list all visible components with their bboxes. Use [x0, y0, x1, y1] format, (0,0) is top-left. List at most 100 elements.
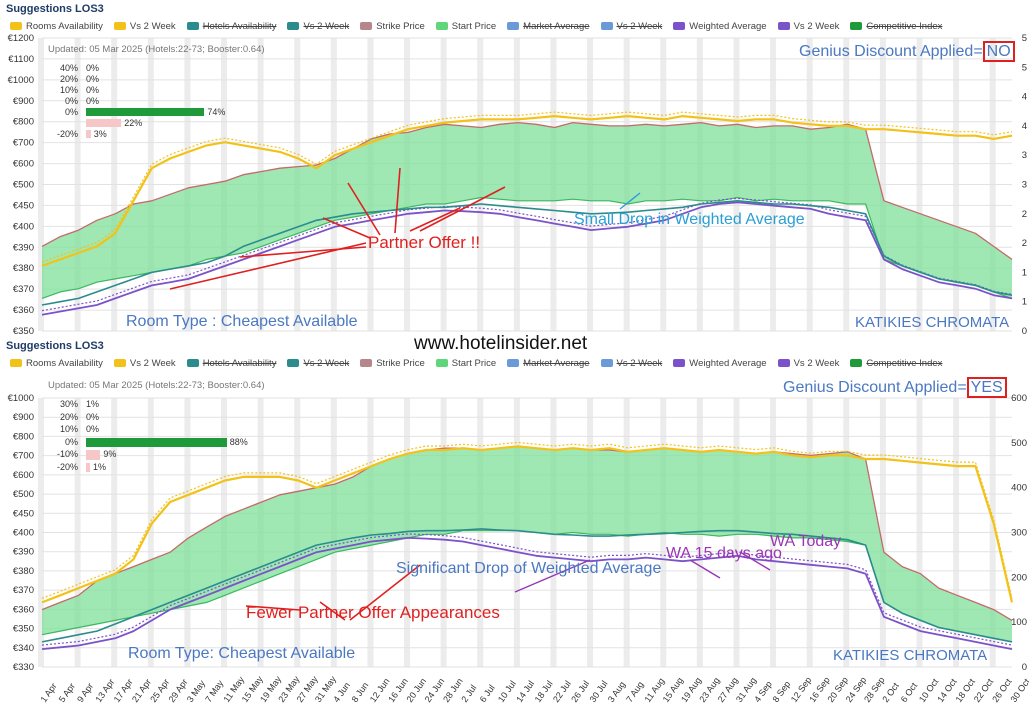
y-tick-label: €1000 [8, 75, 34, 86]
legend-label: Competitive Index [866, 357, 943, 369]
x-tick-label: 3 Aug [606, 680, 627, 705]
legend-swatch [10, 359, 22, 367]
ci-percent-label: 20% [59, 74, 78, 84]
legend-item[interactable]: Weighted Average [673, 21, 767, 32]
weighted-average-line [41, 537, 1013, 650]
x-tick-label: 26 Jul [569, 679, 591, 704]
legend-swatch [600, 359, 613, 367]
legend-label: Hotels Availability [202, 20, 277, 32]
hotels-availability-line [41, 528, 1013, 643]
annotation-arrow [394, 167, 401, 234]
annotation-wa-15-days-ago: WA 15 days ago [666, 545, 782, 562]
rooms-availability-line [41, 445, 1014, 604]
ci-percent-label: 0% [64, 96, 78, 106]
legend-item[interactable]: Strike Price [360, 358, 425, 369]
room-type-label: Room Type: Cheapest Available [128, 645, 356, 662]
legend-swatch [777, 22, 790, 30]
legend-item[interactable]: Competitive Index [850, 21, 942, 32]
y-right-tick-label: 600 [1011, 393, 1027, 404]
legend-item[interactable]: Rooms Availability [10, 358, 103, 369]
x-tick-label: 9 Apr [75, 681, 95, 704]
ci-percent-label: 40% [59, 63, 78, 73]
y-tick-label: €800 [13, 117, 34, 128]
legend-item[interactable]: Vs 2 Week [113, 358, 176, 369]
annotation-significant-drop: Significant Drop of Weighted Average [396, 560, 662, 577]
y-tick-label: €360 [13, 604, 34, 615]
annotation-arrow [347, 182, 381, 236]
y-tick-label: €600 [13, 470, 34, 481]
y-right-tick-label: 500 [1011, 438, 1027, 449]
legend-item[interactable]: Start Price [435, 21, 496, 32]
legend-swatch [186, 22, 199, 30]
legend-item[interactable]: Vs 2 Week [113, 20, 176, 32]
ci-bar [86, 437, 227, 447]
legend-label: Vs 2 Week [303, 20, 350, 32]
annotation-arrow [245, 605, 301, 611]
y-tick-label: €1100 [8, 54, 34, 65]
chart-panel-bottom: Suggestions LOS3 Rooms Availability Vs 2 … [0, 337, 1029, 710]
annotation-arrow [319, 601, 346, 621]
legend-swatch [435, 22, 448, 30]
y-right-tick-label: 200 [1011, 572, 1027, 583]
y-tick-label: €400 [13, 221, 34, 232]
legend-swatch [287, 359, 300, 367]
x-tick-label: 7 May [203, 678, 226, 704]
legend-item[interactable]: Vs 2 Week [777, 357, 840, 369]
legend-item[interactable]: Start Price [435, 358, 496, 369]
legend-label: Rooms Availability [26, 20, 103, 32]
y-right-tick-label: 2 [1022, 209, 1027, 220]
y-right-tick-label: 400 [1011, 483, 1027, 494]
legend-label: Vs 2 Week [793, 357, 840, 369]
legend-item[interactable]: Strike Price [360, 21, 425, 32]
genius-discount-label: Genius Discount Applied= NO [799, 41, 1015, 62]
legend-swatch [673, 22, 686, 30]
ci-value-label: 9% [103, 449, 117, 459]
hotel-name-label: KATIKIES CHROMATA [833, 647, 988, 664]
ci-percent-label: -10% [56, 449, 78, 459]
ci-value-label: 74% [207, 107, 226, 117]
legend-item[interactable]: Hotels Availability [186, 358, 276, 369]
legend-item[interactable]: Vs 2 Week [287, 21, 349, 32]
annotation-arrow [169, 242, 367, 290]
x-tick-label: 8 Jun [350, 680, 371, 704]
legend-item[interactable]: Market Average [507, 358, 590, 369]
legend-item[interactable]: Vs 2 Week [600, 21, 662, 32]
y-tick-label: €390 [13, 547, 34, 558]
y-tick-label: €380 [13, 263, 34, 274]
annotation-arrow [619, 192, 641, 210]
legend-swatch [850, 22, 863, 30]
x-tick-label: 5 Apr [57, 681, 77, 704]
website-watermark: www.hotelinsider.net [414, 333, 588, 354]
y-tick-label: €380 [13, 566, 34, 577]
ci-value-label: 88% [229, 436, 248, 447]
updated-label: Updated: 05 Mar 2025 (Hotels:22-73; Boos… [48, 44, 265, 55]
legend-swatch [287, 22, 300, 30]
y-tick-label: €330 [13, 662, 34, 673]
genius-discount-label: Genius Discount Applied= YES [783, 377, 1007, 398]
y-right-tick-label: 3 [1022, 180, 1027, 191]
legend-item[interactable]: Weighted Average [673, 358, 767, 369]
legend-item[interactable]: Vs 2 Week [600, 358, 662, 369]
panel-title: Suggestions LOS3 [6, 3, 104, 15]
y-tick-label: €500 [13, 180, 34, 191]
y-right-tick-label: 4 [1022, 92, 1027, 103]
panel-title: Suggestions LOS3 [6, 340, 104, 352]
legend-swatch [435, 359, 448, 367]
weighted-average-vs-2-week-line [41, 197, 1013, 312]
legend-item[interactable]: Vs 2 Week [287, 358, 349, 369]
ci-percent-label: 0% [64, 436, 78, 447]
genius-discount-text: Genius Discount Applied= [799, 43, 983, 60]
legend-item[interactable]: Vs 2 Week [777, 21, 839, 32]
y-tick-label: €390 [13, 242, 34, 253]
ci-percent-label: 20% [59, 411, 78, 422]
legend-item[interactable]: Competitive Index [850, 358, 942, 369]
ci-value-label: 0% [86, 96, 100, 106]
y-right-tick-label: 0 [1022, 326, 1027, 337]
legend-label: Vs 2 Week [129, 20, 176, 32]
y-tick-label: €900 [13, 412, 34, 423]
legend-item[interactable]: Rooms Availability [10, 21, 103, 32]
y-tick-label: €340 [13, 643, 34, 654]
ci-value-label: 22% [124, 118, 143, 128]
legend-item[interactable]: Hotels Availability [186, 20, 277, 32]
legend-item[interactable]: Market Average [507, 21, 590, 32]
